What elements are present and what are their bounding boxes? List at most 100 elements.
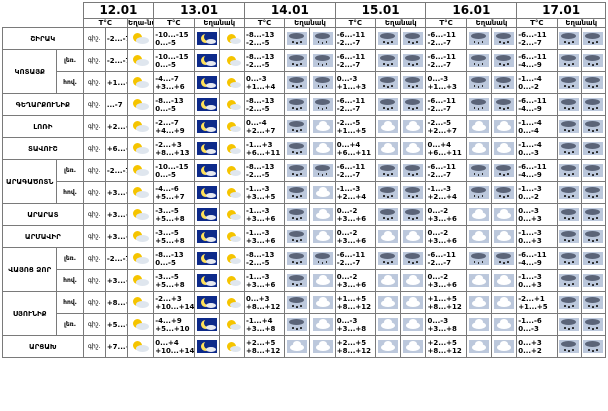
- weather-cell: [309, 115, 336, 138]
- weather-cell: [193, 291, 220, 314]
- table-row: ՇԻՐԱԿգիշ.-2...-7-10...-150...-5-8...-13-…: [2, 27, 607, 50]
- day-temp: +10...+14: [155, 346, 195, 355]
- temperature-value: +1...+5 +8...+12: [425, 291, 467, 314]
- night-temp: 0...-2: [427, 272, 449, 281]
- weather-cell: [126, 225, 155, 248]
- weather-cell: [490, 137, 518, 160]
- day-temp: +1...+3: [427, 82, 457, 91]
- cloud-icon: [468, 230, 489, 243]
- moon-icon: [196, 54, 217, 67]
- day-temp: +5...+8: [155, 236, 185, 245]
- temperature-value: -1...-4 0...-3: [516, 137, 558, 160]
- temperature-value: 0...-3 +3...+8: [425, 313, 467, 336]
- day-temp: -2...-7: [336, 60, 361, 69]
- snow-cloud-icon: [468, 186, 489, 199]
- subregion-label: հով.: [56, 291, 84, 314]
- weather-cell: [400, 49, 427, 72]
- weather-cell: [400, 269, 427, 292]
- temperature-value: 0...+4 +10...+14: [153, 335, 195, 358]
- snow-cloud-icon: [287, 296, 308, 309]
- time-label: գիշ.: [82, 93, 106, 116]
- temperature-value: -2...+3 +8...+13: [153, 137, 195, 160]
- weather-cell: [490, 159, 518, 182]
- temperature-value: -1...-3 +3...+5: [243, 181, 286, 204]
- weather-cell: [193, 225, 220, 248]
- weather-cell: [556, 27, 582, 50]
- temperature-value: +2...+5 +8...+12: [334, 335, 377, 358]
- day-temp: +6...+11: [427, 148, 462, 157]
- region-name: ԱՐԱՐԱՏ: [2, 203, 84, 226]
- temperature-value: -1...-3 +2...+4: [334, 181, 377, 204]
- night-temp: 0...-3: [245, 74, 267, 83]
- day-temp: +8...+12: [427, 302, 462, 311]
- night-temp: -3...-5: [155, 228, 179, 237]
- night-temp: -1...-6: [518, 316, 542, 325]
- sun-cloud-icon: [131, 54, 151, 67]
- sun-cloud-icon: [131, 296, 151, 309]
- subregion-label: լեռ.: [56, 247, 84, 270]
- weather-cell: [556, 159, 582, 182]
- temperature-value: 0...-4 +2...+7: [243, 115, 286, 138]
- weather-cell: [400, 247, 427, 270]
- night-temp: -6...-11: [518, 96, 547, 105]
- phen-header: Եղանակ: [284, 18, 336, 28]
- weather-cell: [218, 335, 245, 358]
- snow-cloud-icon: [403, 164, 424, 177]
- snow-cloud-icon: [312, 252, 333, 265]
- snow-cloud-icon: [287, 32, 308, 45]
- weather-cell: [126, 313, 155, 336]
- snow-cloud-icon: [378, 208, 399, 221]
- sun-cloud-icon: [131, 274, 151, 287]
- temperature-value: -10...-15 0...-5: [153, 49, 195, 72]
- night-temp: 0...-2: [427, 228, 449, 237]
- cloud-icon: [312, 318, 333, 331]
- weather-cell: [556, 93, 582, 116]
- temperature-value: +5...+10: [104, 313, 128, 336]
- night-temp: -10...-15: [155, 162, 189, 171]
- day-temp: 0...-5: [155, 170, 176, 179]
- weather-cell: [284, 313, 311, 336]
- day-temp: 0...-2: [518, 192, 539, 201]
- day-temp: 0...-3: [518, 324, 539, 333]
- sun-icon: [222, 98, 242, 111]
- night-temp: -1...-3: [245, 206, 270, 215]
- snow-cloud-icon: [559, 340, 580, 353]
- cloud-icon: [494, 296, 515, 309]
- night-temp: 0...+3: [518, 338, 542, 347]
- night-temp: -1...+4: [245, 316, 273, 325]
- temperature-value: -6...-11 -2...-7: [425, 27, 467, 50]
- weather-cell: [218, 203, 245, 226]
- snow-cloud-icon: [559, 230, 580, 243]
- night-temp: -2...-5: [336, 118, 361, 127]
- weather-cell: [580, 49, 607, 72]
- weather-cell: [375, 225, 402, 248]
- temperature-value: +3...+6: [104, 225, 128, 248]
- night-temp: 0...-2: [336, 272, 358, 281]
- table-row: ԿՈՏԱՅՔլեռ.գիշ.-2...-7-10...-150...-5-8..…: [1, 49, 607, 94]
- cloud-icon: [403, 274, 424, 287]
- temperature-value: -3...-5 +5...+8: [153, 225, 195, 248]
- temperature-value: +3...+5: [104, 181, 128, 204]
- sun-icon: [222, 318, 242, 331]
- sun-cloud-icon: [131, 208, 151, 221]
- temperature-value: -8...-13 -2...-5: [243, 49, 286, 72]
- time-label: գիշ.: [82, 335, 106, 358]
- weather-cell: [580, 71, 607, 94]
- day-temp: +3...+6: [245, 280, 276, 289]
- temperature-value: +7...+12: [104, 335, 128, 358]
- temperature-value: -6...-11 -4...-9: [516, 159, 558, 182]
- night-temp: 0...+3: [245, 294, 270, 303]
- snow-cloud-icon: [583, 186, 604, 199]
- snow-cloud-icon: [583, 208, 604, 221]
- temperature-value: +8...+13: [104, 291, 128, 314]
- day-temp: -2...-7: [427, 60, 451, 69]
- night-temp: -6...-11: [518, 52, 547, 61]
- night-temp: -8...-13: [245, 162, 275, 171]
- weather-cell: [218, 247, 245, 270]
- temperature-value: 0...-2 +3...+6: [425, 225, 467, 248]
- day-temp: +5...+8: [155, 280, 185, 289]
- day-temp: +1...+3: [336, 82, 367, 91]
- temperature-value: -10...-15 0...-5: [153, 27, 195, 50]
- weather-cell: [375, 203, 402, 226]
